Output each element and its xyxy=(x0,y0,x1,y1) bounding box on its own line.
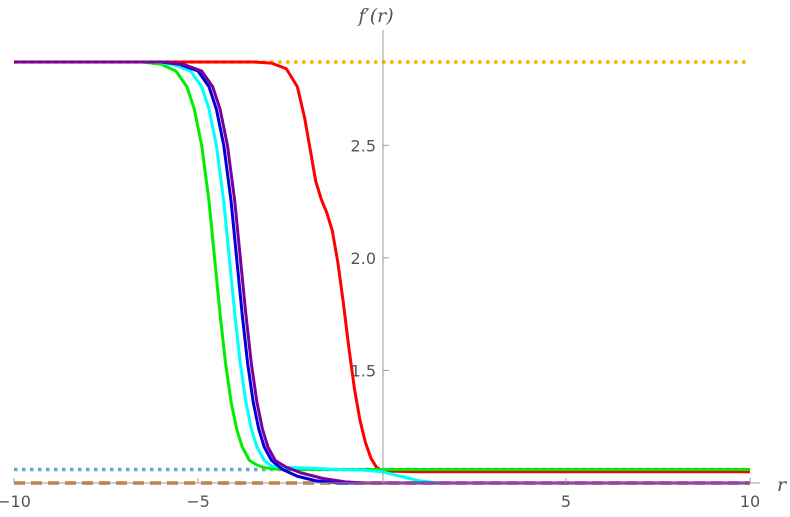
y-tick-label: 2.5 xyxy=(351,136,376,155)
series-line-4 xyxy=(14,60,750,471)
series-line-3 xyxy=(14,60,750,474)
x-tick-label: −10 xyxy=(0,492,31,511)
y-tick-label: 2.0 xyxy=(351,249,376,268)
series-line-5 xyxy=(14,60,750,485)
ticks-layer: −10 −5 5 10 1.5 2.0 2.5 xyxy=(0,136,760,511)
x-tick-label: 10 xyxy=(740,492,760,511)
y-axis-label: f′(r) xyxy=(356,5,393,27)
x-axis-label: r xyxy=(777,474,788,496)
series-layer xyxy=(14,60,750,485)
series-line-6 xyxy=(14,60,750,485)
x-tick-label: 5 xyxy=(561,492,571,511)
y-tick-label: 1.5 xyxy=(351,361,376,380)
series-line-7 xyxy=(14,60,750,485)
x-tick-label: −5 xyxy=(186,492,210,511)
axes-layer xyxy=(14,30,760,484)
